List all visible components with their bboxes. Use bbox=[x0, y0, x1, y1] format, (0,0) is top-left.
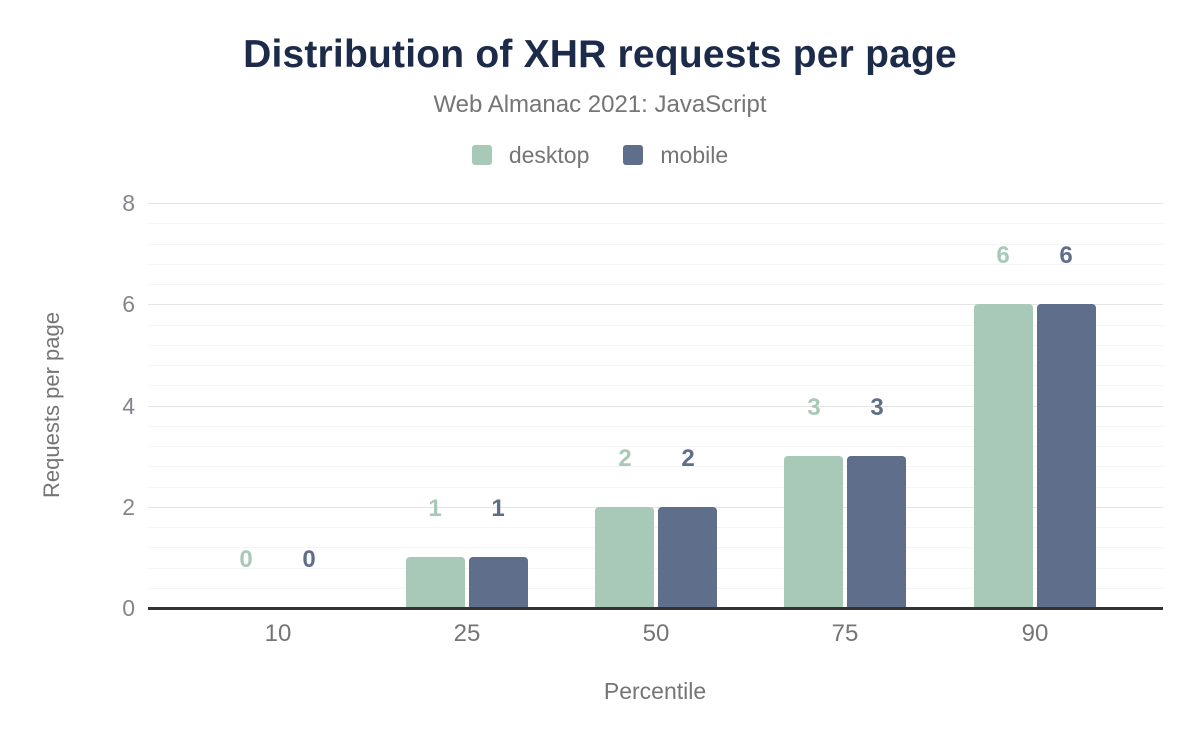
value-label-desktop-p10: 0 bbox=[239, 546, 253, 573]
y-gridline-minor bbox=[148, 385, 1163, 386]
legend-swatch-desktop bbox=[471, 145, 492, 165]
y-gridline-minor bbox=[148, 365, 1163, 366]
y-gridline-minor bbox=[148, 588, 1163, 589]
y-tick-label: 8 bbox=[122, 190, 135, 216]
chart-title: Distribution of XHR requests per page bbox=[243, 33, 957, 76]
bar-desktop-p75[interactable] bbox=[784, 456, 843, 608]
y-tick-label: 6 bbox=[122, 291, 135, 317]
y-gridline-minor bbox=[148, 223, 1163, 224]
value-label-desktop-p75: 3 bbox=[807, 394, 821, 421]
x-tick-label: 50 bbox=[642, 620, 670, 647]
y-gridline-major bbox=[148, 304, 1163, 305]
value-label-mobile-p90: 6 bbox=[1059, 242, 1073, 269]
y-tick-label: 4 bbox=[122, 393, 135, 419]
legend-swatch-mobile bbox=[623, 145, 644, 165]
x-tick-label: 90 bbox=[1021, 620, 1049, 647]
bar-mobile-p50[interactable] bbox=[658, 507, 717, 608]
y-gridline-minor bbox=[148, 527, 1163, 528]
legend: desktop mobile bbox=[0, 142, 1200, 168]
y-gridline-minor bbox=[148, 426, 1163, 427]
bar-mobile-p75[interactable] bbox=[847, 456, 906, 608]
legend-item-mobile: mobile bbox=[623, 142, 728, 169]
y-gridline-major bbox=[148, 406, 1163, 407]
bar-mobile-p90[interactable] bbox=[1037, 304, 1096, 608]
y-gridline-minor bbox=[148, 264, 1163, 265]
x-tick-label: 10 bbox=[264, 620, 292, 647]
bar-desktop-p50[interactable] bbox=[595, 507, 654, 608]
y-gridline-minor bbox=[148, 244, 1163, 245]
legend-label-desktop: desktop bbox=[508, 141, 590, 168]
x-tick-label: 25 bbox=[453, 620, 481, 647]
y-axis-title: Requests per page bbox=[39, 312, 64, 498]
bar-desktop-p90[interactable] bbox=[974, 304, 1033, 608]
value-label-desktop-p50: 2 bbox=[618, 445, 632, 472]
legend-item-desktop: desktop bbox=[471, 141, 590, 169]
value-label-desktop-p90: 6 bbox=[996, 242, 1010, 269]
y-gridline-minor bbox=[148, 446, 1163, 447]
x-tick-label: 75 bbox=[831, 620, 859, 647]
chart-subtitle: Web Almanac 2021: JavaScript bbox=[433, 91, 767, 118]
x-axis-baseline bbox=[148, 607, 1163, 610]
value-label-mobile-p25: 1 bbox=[491, 495, 505, 522]
y-tick-label: 0 bbox=[122, 595, 135, 621]
y-gridline-minor bbox=[148, 284, 1163, 285]
bar-mobile-p25[interactable] bbox=[469, 557, 528, 608]
bar-desktop-p25[interactable] bbox=[406, 557, 465, 608]
y-gridline-minor bbox=[148, 325, 1163, 326]
value-label-mobile-p75: 3 bbox=[870, 394, 884, 421]
y-gridline-minor bbox=[148, 345, 1163, 346]
x-axis-title: Percentile bbox=[603, 678, 707, 704]
y-gridline-minor bbox=[148, 547, 1163, 548]
y-gridline-major bbox=[148, 507, 1163, 508]
value-label-desktop-p25: 1 bbox=[428, 495, 442, 522]
legend-label-mobile: mobile bbox=[660, 141, 729, 168]
y-gridline-minor bbox=[148, 568, 1163, 569]
y-gridline-major bbox=[148, 203, 1163, 204]
value-label-mobile-p50: 2 bbox=[681, 445, 695, 472]
value-label-mobile-p10: 0 bbox=[302, 546, 316, 573]
y-tick-label: 2 bbox=[122, 494, 135, 520]
y-gridline-minor bbox=[148, 466, 1163, 467]
y-gridline-minor bbox=[148, 487, 1163, 488]
